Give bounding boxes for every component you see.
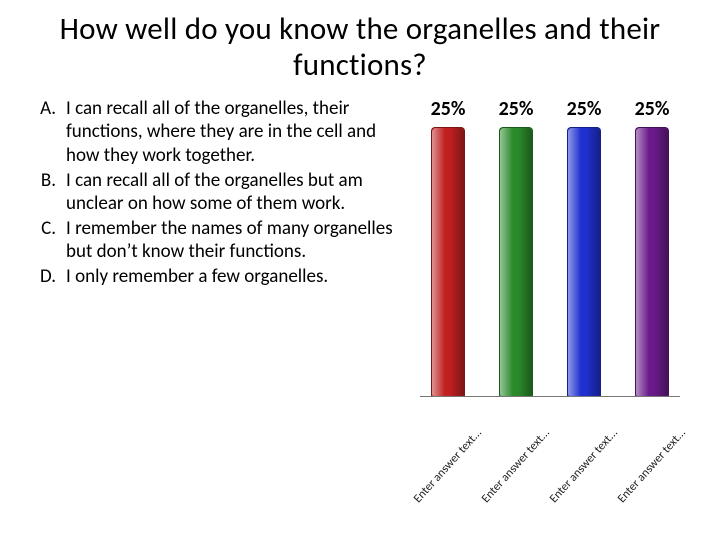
value-label: 25% <box>485 97 547 121</box>
slide-title: How well do you know the organelles and … <box>28 12 692 83</box>
bar <box>635 127 669 397</box>
value-labels-row: 25% 25% 25% 25% <box>408 97 692 121</box>
x-axis-label: Enter answer text... <box>479 426 553 506</box>
x-axis-label: Enter answer text... <box>411 426 485 506</box>
value-label: 25% <box>621 97 683 121</box>
bar-wrap <box>553 127 615 397</box>
bar-area <box>414 127 686 397</box>
value-label: 25% <box>553 97 615 121</box>
x-label-wrap: Enter answer text... <box>485 401 547 511</box>
bar-wrap <box>621 127 683 397</box>
bar-wrap <box>485 127 547 397</box>
bar-wrap <box>417 127 479 397</box>
slide: How well do you know the organelles and … <box>0 0 720 540</box>
answer-label: D. <box>28 265 66 288</box>
answer-text: I can recall all of the organelles, thei… <box>66 97 408 167</box>
bar <box>499 127 533 397</box>
value-label: 25% <box>417 97 479 121</box>
chart-baseline <box>420 396 680 397</box>
x-axis-labels: Enter answer text... Enter answer text..… <box>414 401 686 511</box>
x-label-wrap: Enter answer text... <box>553 401 615 511</box>
slide-body: A. I can recall all of the organelles, t… <box>28 97 692 507</box>
bar-chart: 25% 25% 25% 25% <box>408 97 692 507</box>
x-axis-label: Enter answer text... <box>547 426 621 506</box>
answer-item: C. I remember the names of many organell… <box>28 217 408 263</box>
bar <box>431 127 465 397</box>
x-label-wrap: Enter answer text... <box>621 401 683 511</box>
answer-label: B. <box>28 169 66 215</box>
answer-item: D. I only remember a few organelles. <box>28 265 408 288</box>
answer-item: B. I can recall all of the organelles bu… <box>28 169 408 215</box>
answer-text: I can recall all of the organelles but a… <box>66 169 408 215</box>
answer-text: I only remember a few organelles. <box>66 265 408 288</box>
x-label-wrap: Enter answer text... <box>417 401 479 511</box>
answer-text: I remember the names of many organelles … <box>66 217 408 263</box>
bar <box>567 127 601 397</box>
x-axis-label: Enter answer text... <box>615 426 689 506</box>
answer-list: A. I can recall all of the organelles, t… <box>28 97 408 507</box>
answer-label: C. <box>28 217 66 263</box>
answer-label: A. <box>28 97 66 167</box>
answer-item: A. I can recall all of the organelles, t… <box>28 97 408 167</box>
